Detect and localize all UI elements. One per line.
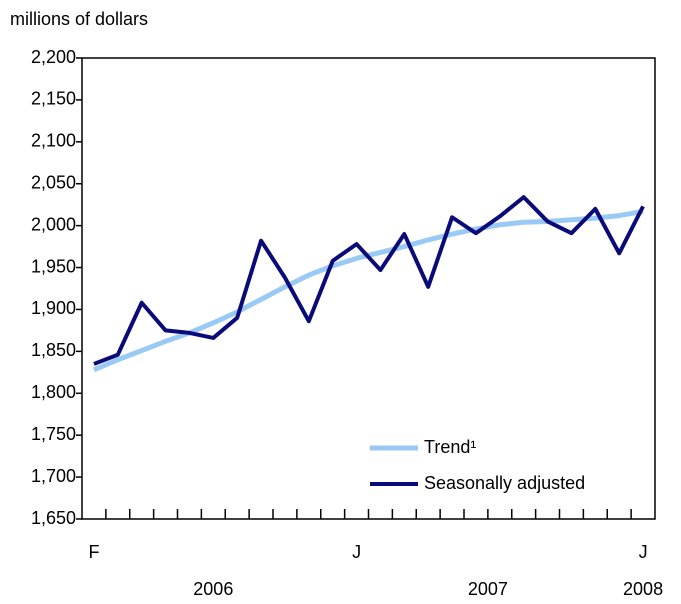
y-tick-label: 1,650 — [31, 508, 76, 528]
y-axis-label: millions of dollars — [10, 9, 148, 29]
y-tick-label: 1,850 — [31, 340, 76, 360]
series-line — [93, 195, 645, 366]
legend-label: Trend¹ — [424, 437, 476, 457]
y-tick-label: 1,750 — [31, 424, 76, 444]
y-tick-label: 2,100 — [31, 131, 76, 151]
x-tick-label: J — [352, 542, 361, 562]
plot-frame — [81, 57, 656, 520]
y-tick-label: 2,000 — [31, 214, 76, 234]
x-tick-label: J — [639, 542, 648, 562]
legend-label: Seasonally adjusted — [424, 473, 585, 493]
year-label: 2008 — [623, 579, 663, 599]
y-tick-label: 1,800 — [31, 382, 76, 402]
y-tick-label: 1,700 — [31, 466, 76, 486]
y-tick-label: 2,150 — [31, 89, 76, 109]
y-tick-label: 1,950 — [31, 256, 76, 276]
y-tick-label: 1,900 — [31, 298, 76, 318]
y-tick-label: 2,200 — [31, 47, 76, 67]
series-line — [92, 208, 644, 373]
x-tick-label: F — [88, 542, 99, 562]
year-label: 2007 — [468, 579, 508, 599]
y-tick-label: 2,050 — [31, 172, 76, 192]
year-label: 2006 — [193, 579, 233, 599]
